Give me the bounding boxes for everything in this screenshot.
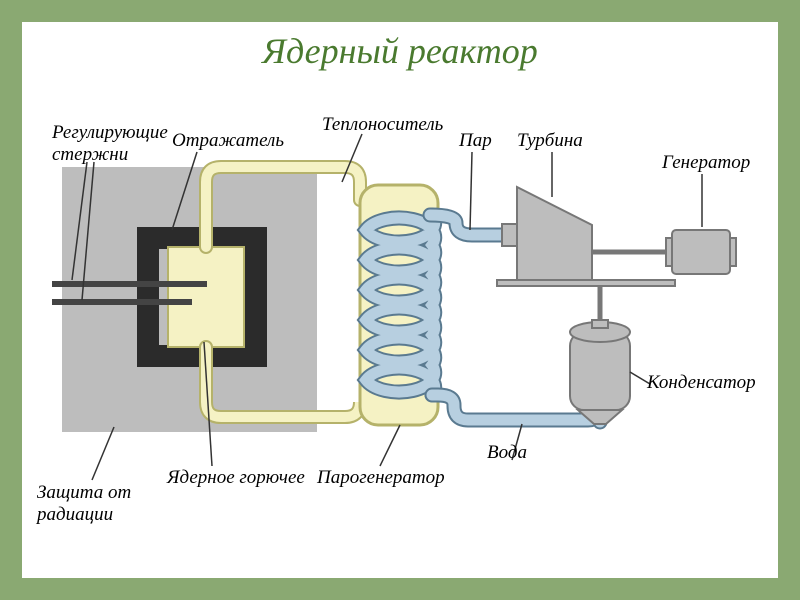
label-coolant: Теплоноситель [322, 114, 443, 136]
label-steam-gen: Парогенератор [317, 467, 445, 489]
label-generator: Генератор [662, 152, 750, 174]
label-reflector: Отражатель [172, 130, 284, 152]
label-fuel: Ядерное горючее [167, 467, 305, 489]
diagram-frame: Ядерный реактор Регулирующие стержни Отр… [0, 0, 800, 600]
label-shield: Защита от радиации [37, 482, 131, 526]
label-turbine: Турбина [517, 130, 583, 152]
label-control-rods: Регулирующие стержни [52, 122, 168, 166]
label-steam: Пар [459, 130, 492, 152]
diagram-canvas: Регулирующие стержни Отражатель Теплонос… [22, 22, 778, 578]
label-condenser: Конденсатор [647, 372, 756, 394]
diagram-svg [22, 22, 778, 578]
label-water: Вода [487, 442, 527, 464]
